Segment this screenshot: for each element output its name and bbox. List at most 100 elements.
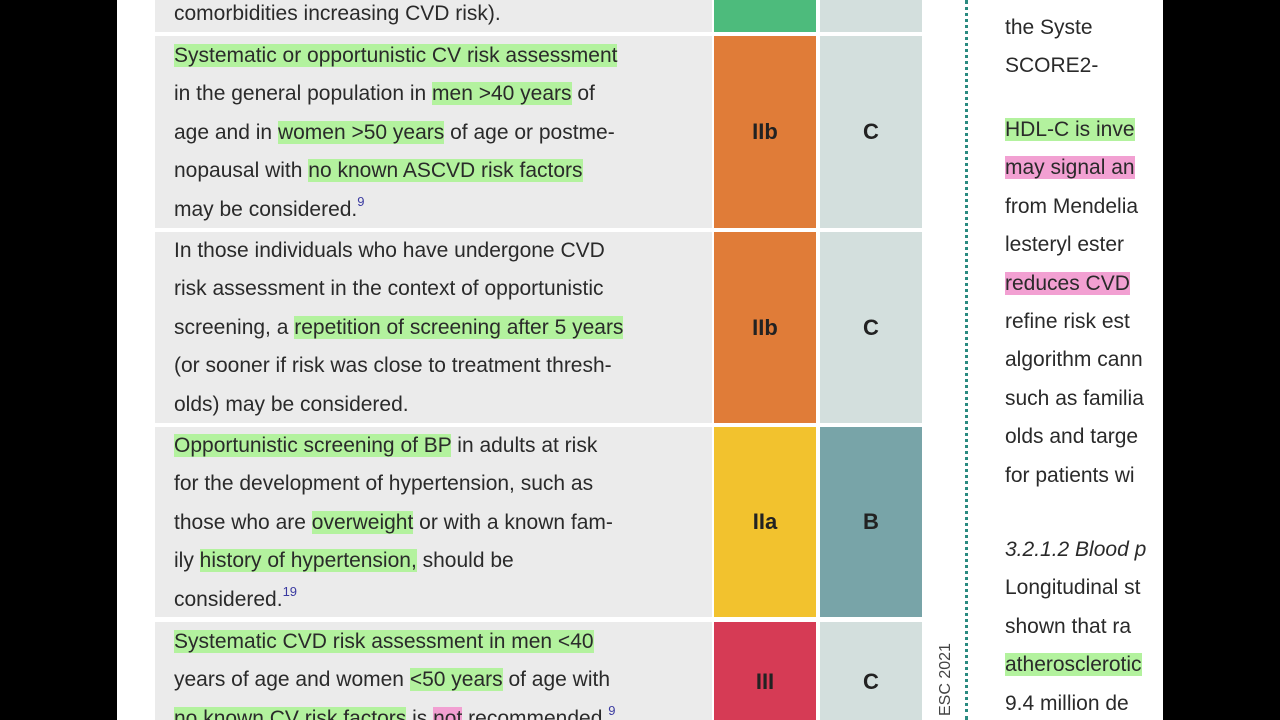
text-line: shown that ra	[1005, 608, 1146, 646]
recommendation-cell: Opportunistic screening of BP in adults …	[155, 427, 712, 617]
class-cell: III	[714, 622, 816, 720]
text-span: of	[571, 82, 595, 106]
text-span: may be considered.	[174, 197, 358, 221]
text-line: no known CV risk factors is not recommen…	[174, 700, 712, 720]
text-span: from Mendelia	[1005, 194, 1139, 218]
text-span: is	[406, 706, 434, 720]
footnote-ref: 19	[282, 583, 298, 599]
text-span: should be	[416, 549, 514, 573]
text-span: for the development of hypertension, suc…	[174, 472, 594, 496]
footnote-ref: 9	[608, 702, 616, 718]
text-span: algorithm cann	[1005, 348, 1143, 372]
text-line: algorithm cann	[1005, 341, 1144, 379]
text-line: reduces CVD	[1005, 265, 1144, 303]
text-line: 9.4 million de	[1005, 685, 1146, 720]
text-line: Systematic or opportunistic CV risk asse…	[174, 37, 712, 75]
text-span: those who are	[174, 510, 312, 534]
text-span: <50 years	[409, 668, 503, 692]
recommendation-cell: Systematic CVD risk assessment in men <4…	[155, 622, 712, 720]
text-line: atherosclerotic	[1005, 646, 1146, 684]
text-span: Systematic or opportunistic CV risk asse…	[174, 44, 618, 67]
text-span: 9.4 million de	[1005, 691, 1129, 715]
recommendation-cell: In those individuals who have undergone …	[155, 232, 712, 423]
text-span: Opportunistic screening of BP	[174, 434, 452, 457]
text-line: for patients wi	[1005, 457, 1144, 495]
text-span: refine risk est	[1005, 309, 1130, 333]
text-span: no known ASCVD risk factors	[308, 159, 583, 183]
text-line: SCORE2-	[1005, 47, 1098, 85]
text-line: may signal an	[1005, 149, 1144, 187]
text-span: olds and targe	[1005, 425, 1139, 449]
text-span: considered.	[174, 587, 283, 611]
text-line: those who are overweight or with a known…	[174, 504, 712, 542]
text-line: nopausal with no known ASCVD risk factor…	[174, 152, 712, 190]
text-span: not	[433, 706, 463, 720]
text-span: comorbidities increasing CVD risk).	[174, 2, 501, 25]
text-span: women >50 years	[277, 120, 445, 144]
text-span: such as familia	[1005, 386, 1144, 410]
text-span: SCORE2-	[1005, 54, 1099, 78]
text-line: age and in women >50 years of age or pos…	[174, 114, 712, 152]
text-span: nopausal with	[174, 159, 309, 183]
text-line: In those individuals who have undergone …	[174, 232, 712, 270]
text-line: (or sooner if risk was close to treatmen…	[174, 347, 712, 385]
text-span: overweight	[311, 510, 414, 534]
column-divider	[965, 0, 968, 720]
text-line: olds) may be considered.	[174, 386, 712, 424]
text-line: Systematic CVD risk assessment in men <4…	[174, 623, 712, 661]
text-line: such as familia	[1005, 380, 1144, 418]
text-line: 3.2.1.2 Blood p	[1005, 531, 1146, 569]
recommendation-cell: Systematic or opportunistic CV risk asse…	[155, 36, 712, 228]
text-span: no known CV risk factors	[174, 706, 407, 720]
text-span: Systematic CVD risk assessment in men <4…	[174, 630, 594, 653]
text-span: ily	[174, 549, 200, 573]
text-line: Longitudinal st	[1005, 569, 1146, 607]
text-block: the Syste SCORE2-	[1005, 9, 1098, 86]
text-span: in the general population in	[174, 82, 433, 106]
right-column: the Syste SCORE2- HDL-C is inve may signal …	[1005, 0, 1163, 720]
text-span: olds) may be considered.	[174, 392, 409, 416]
text-span: may signal an	[1005, 156, 1135, 180]
text-span: for patients wi	[1005, 463, 1135, 487]
text-span: years of age and women	[174, 668, 410, 692]
text-span: in adults at risk	[451, 434, 598, 457]
text-span: reduces CVD	[1005, 271, 1130, 295]
class-cell: IIb	[714, 36, 816, 228]
level-cell: C	[820, 622, 922, 720]
level-cell	[820, 0, 922, 32]
side-label-text: ESC 2021	[937, 643, 954, 716]
text-line: risk assessment in the context of opport…	[174, 270, 712, 308]
document-page: comorbidities increasing CVD risk). Syste…	[117, 0, 1163, 720]
text-span: of age with	[502, 668, 611, 692]
table-row: Systematic CVD risk assessment in men <4…	[155, 622, 922, 720]
text-block: HDL-C is inve may signal an from Mendelia l…	[1005, 111, 1144, 495]
text-span: the Syste	[1005, 16, 1093, 39]
text-line: in the general population in men >40 yea…	[174, 75, 712, 113]
text-line: may be considered.9	[174, 191, 712, 229]
text-span: shown that ra	[1005, 614, 1132, 638]
text-line: lesteryl ester	[1005, 226, 1144, 264]
text-span: HDL-C is inve	[1005, 118, 1135, 141]
text-span: Longitudinal st	[1005, 576, 1141, 600]
text-span: recommended.	[462, 706, 609, 720]
text-line: considered.19	[174, 581, 712, 619]
text-span: or with a known fam-	[413, 510, 613, 534]
table-row: Systematic or opportunistic CV risk asse…	[155, 36, 922, 228]
text-span: lesteryl ester	[1005, 233, 1125, 257]
level-cell: B	[820, 427, 922, 617]
text-block: 3.2.1.2 Blood p Longitudinal st shown that…	[1005, 531, 1146, 720]
text-line: comorbidities increasing CVD risk).	[174, 0, 712, 33]
text-line: for the development of hypertension, suc…	[174, 465, 712, 503]
text-span: men >40 years	[432, 82, 572, 106]
text-span: history of hypertension,	[199, 549, 417, 573]
recommendation-cell: comorbidities increasing CVD risk).	[155, 0, 712, 32]
table-row: In those individuals who have undergone …	[155, 232, 922, 423]
text-line: ily history of hypertension, should be	[174, 542, 712, 580]
side-label: ESC 2021	[925, 640, 954, 720]
text-line: the Syste	[1005, 9, 1098, 47]
class-cell	[714, 0, 816, 32]
text-span: atherosclerotic	[1005, 653, 1142, 677]
class-cell: IIa	[714, 427, 816, 617]
table-row: Opportunistic screening of BP in adults …	[155, 427, 922, 617]
